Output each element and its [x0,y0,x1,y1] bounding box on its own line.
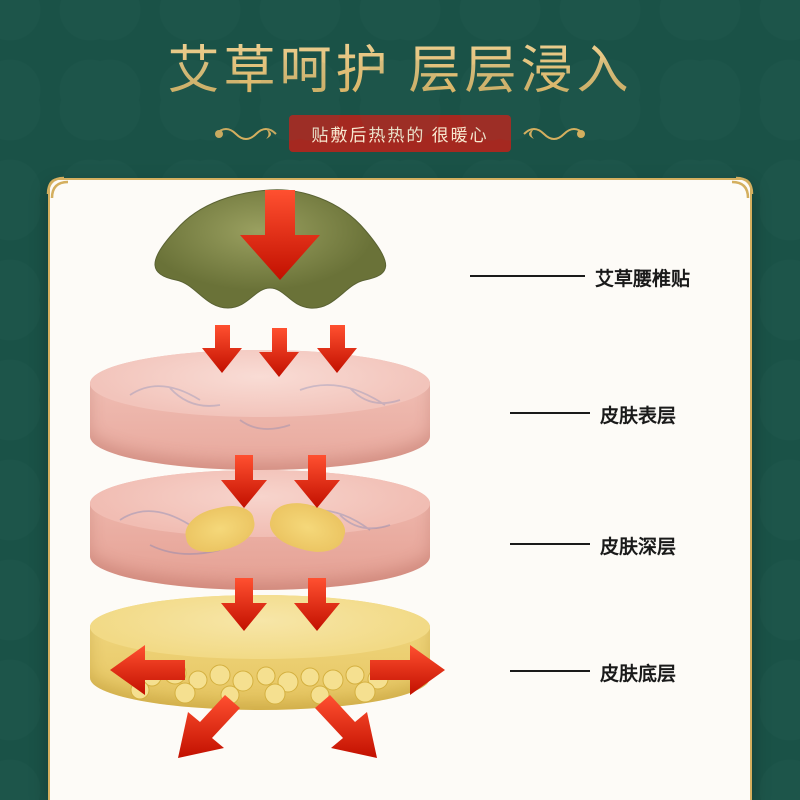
label-line [470,275,585,277]
label-line [510,670,590,672]
label-layer1: 皮肤表层 [600,401,676,428]
label-line [510,543,590,545]
label-layer3: 皮肤底层 [600,659,676,686]
label-layer2: 皮肤深层 [600,532,676,559]
label-patch: 艾草腰椎贴 [595,264,690,291]
diagram-card: 艾草腰椎贴 皮肤表层 皮肤深层 皮肤底层 [50,180,750,800]
ornament-right-icon [519,121,589,147]
label-line [510,412,590,414]
penetration-diagram: 艾草腰椎贴 皮肤表层 皮肤深层 皮肤底层 [50,180,750,800]
